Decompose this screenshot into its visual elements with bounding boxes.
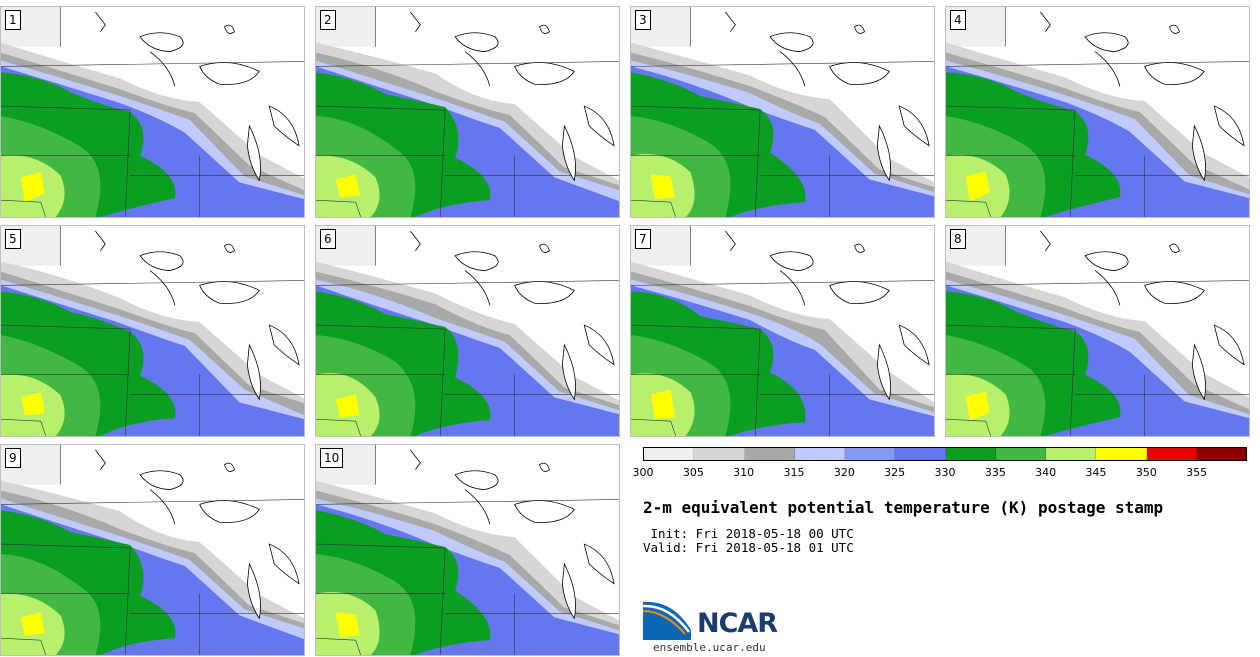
theta-e-map <box>316 226 619 436</box>
theta-e-map <box>946 7 1249 217</box>
ensemble-url: ensemble.ucar.edu <box>653 641 766 654</box>
member-number-label: 2 <box>320 10 336 30</box>
ensemble-member-map: 2 <box>315 6 620 218</box>
member-number-label: 1 <box>5 10 21 30</box>
ensemble-member-map: 1 <box>0 6 305 218</box>
legend-swatch <box>945 448 996 460</box>
legend-tick-label: 355 <box>1186 466 1208 479</box>
ensemble-member-map: 10 <box>315 444 620 656</box>
theta-e-map <box>946 226 1249 436</box>
member-number-label: 6 <box>320 229 336 249</box>
color-legend-bar <box>643 447 1247 461</box>
theta-e-map <box>631 226 934 436</box>
ensemble-member-map: 9 <box>0 444 305 656</box>
legend-tick-label: 300 <box>632 466 654 479</box>
ensemble-member-map: 7 <box>630 225 935 437</box>
member-number-label: 3 <box>635 10 651 30</box>
member-number-label: 8 <box>950 229 966 249</box>
legend-swatch <box>895 448 946 460</box>
legend-swatch <box>995 448 1046 460</box>
ensemble-member-map: 6 <box>315 225 620 437</box>
theta-e-map <box>1 7 304 217</box>
legend-swatch <box>1096 448 1147 460</box>
theta-e-map <box>1 226 304 436</box>
theta-e-map <box>1 445 304 655</box>
theta-e-map <box>316 7 619 217</box>
legend-swatch <box>644 448 695 460</box>
theta-e-map <box>631 7 934 217</box>
ensemble-member-map: 8 <box>945 225 1250 437</box>
ensemble-member-map: 5 <box>0 225 305 437</box>
legend-swatch <box>1196 448 1246 460</box>
legend-tick-label: 335 <box>984 466 1006 479</box>
legend-swatch <box>744 448 795 460</box>
member-number-label: 9 <box>5 448 21 468</box>
legend-tick-label: 315 <box>783 466 805 479</box>
legend-tick-label: 310 <box>733 466 755 479</box>
member-number-label: 4 <box>950 10 966 30</box>
legend-tick-label: 330 <box>934 466 956 479</box>
init-time: Init: Fri 2018-05-18 00 UTC <box>643 526 854 541</box>
ensemble-member-map: 3 <box>630 6 935 218</box>
ncar-logo: NCAR ensemble.ucar.edu <box>643 600 793 655</box>
legend-swatch <box>1046 448 1097 460</box>
ensemble-member-map: 4 <box>945 6 1250 218</box>
theta-e-map <box>316 445 619 655</box>
color-legend-ticks: 300 305 310 315 320 325 330 335 340 345 350 355 <box>633 466 1247 482</box>
legend-swatch <box>1146 448 1197 460</box>
legend-tick-label: 305 <box>682 466 704 479</box>
member-number-label: 10 <box>320 448 344 468</box>
ncar-wordmark: NCAR <box>697 608 778 639</box>
legend-swatch <box>845 448 896 460</box>
member-number-label: 5 <box>5 229 21 249</box>
legend-tick-label: 340 <box>1035 466 1057 479</box>
legend-tick-label: 345 <box>1085 466 1107 479</box>
legend-tick-label: 320 <box>833 466 855 479</box>
legend-tick-label: 350 <box>1135 466 1157 479</box>
time-info: Init: Fri 2018-05-18 00 UTC Valid: Fri 2… <box>643 527 854 555</box>
legend-swatch <box>694 448 745 460</box>
legend-tick-label: 325 <box>884 466 906 479</box>
valid-time: Valid: Fri 2018-05-18 01 UTC <box>643 540 854 555</box>
legend-swatch <box>794 448 845 460</box>
map-title: 2-m equivalent potential temperature (K)… <box>643 498 1164 517</box>
member-number-label: 7 <box>635 229 651 249</box>
ncar-swoosh-icon <box>643 601 691 640</box>
